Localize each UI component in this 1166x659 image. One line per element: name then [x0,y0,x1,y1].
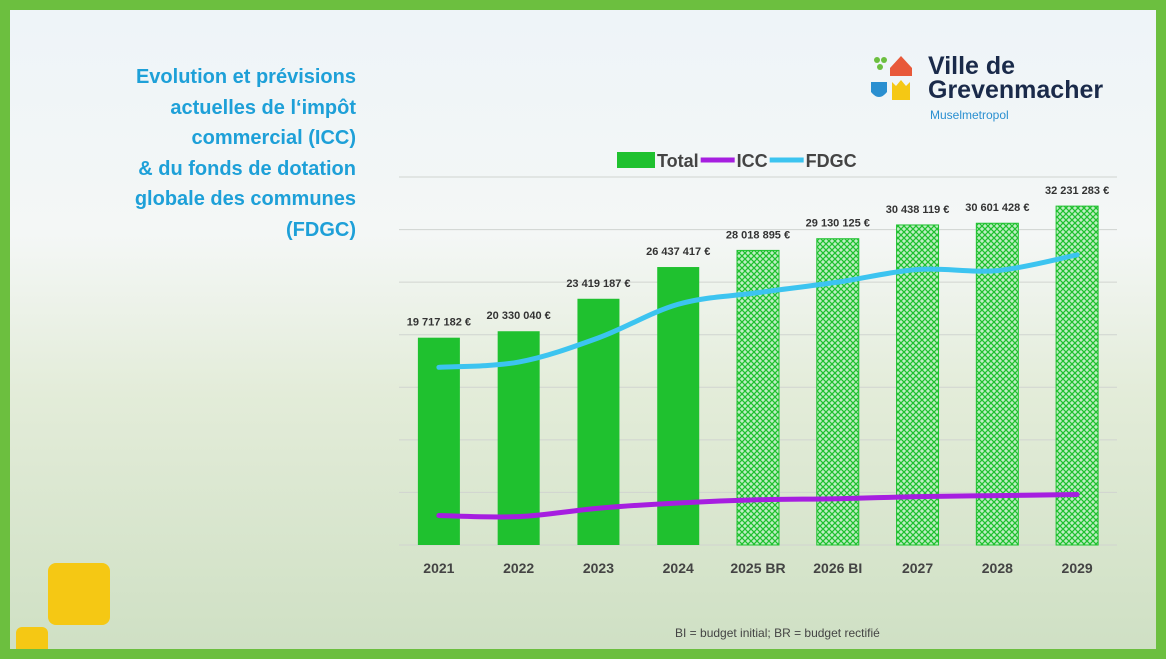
data-label: 32 231 283 € [1045,185,1109,197]
x-tick-label: 2028 [982,560,1013,576]
x-tick-label: 2022 [503,560,534,576]
bar [417,337,460,545]
legend-label: Total [657,151,699,171]
bar [975,222,1019,546]
bar [497,331,540,545]
line [436,492,1080,520]
data-label: 28 018 895 € [726,229,790,241]
bar [1055,205,1099,546]
legend-label: ICC [737,151,768,171]
deco-square [48,563,110,625]
x-tick-label: 2021 [423,560,454,576]
legend-label: FDGC [806,151,857,171]
x-tick-label: 2023 [583,560,614,576]
bar [657,267,700,545]
chart-title: Evolution et prévisions actuelles de l‘i… [134,66,356,241]
data-label: 20 330 040 € [487,310,551,322]
bar [896,224,940,546]
logo-text: Grevenmacher [928,76,1104,104]
logo-tagline: Muselmetropol [930,108,1009,122]
data-label: 29 130 125 € [806,218,870,230]
data-label: 26 437 417 € [646,246,710,258]
data-label: 19 717 182 € [407,317,471,329]
x-tick-label: 2024 [663,560,694,576]
x-tick-label: 2026 BI [813,560,862,576]
bar [816,238,860,546]
x-tick-label: 2027 [902,560,933,576]
bar [736,249,780,546]
chart: 2021 2022 2023 2024 2025 BR 2026 BI 2027 2028 20… [16,56,1117,649]
x-tick-label: 2025 BR [730,560,785,576]
footnote: BI = budget initial; BR = budget rectifi… [675,626,880,640]
line [436,252,1080,370]
x-tick-label: 2029 [1062,560,1093,576]
deco-square [16,627,48,649]
logo-text: Ville de [928,52,1016,80]
data-label: 30 601 428 € [965,202,1029,214]
data-label: 23 419 187 € [566,278,630,290]
logo-icon [871,56,912,100]
data-label: 30 438 119 € [886,204,950,216]
legend-swatch [617,152,655,168]
